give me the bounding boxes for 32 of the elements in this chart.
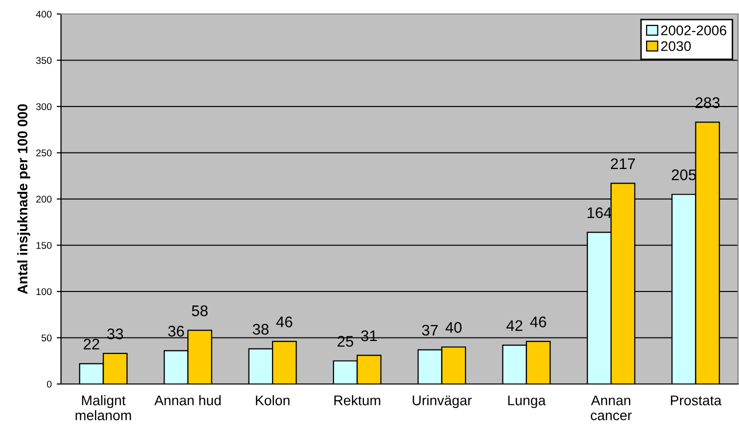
y-tick-label: 150 <box>36 242 52 249</box>
x-tick-label: Annan hud <box>154 395 221 406</box>
data-label: 36 <box>168 326 184 337</box>
x-tick-label: Kolon <box>256 395 290 406</box>
y-tick-label: 400 <box>36 10 52 18</box>
y-tick-label: 0 <box>46 380 52 388</box>
x-tick-label: Lunga <box>508 396 546 408</box>
y-tick-label: 300 <box>36 103 52 110</box>
y-tick-label: 100 <box>36 288 52 296</box>
y-tick-label: 250 <box>36 149 52 156</box>
y-tick-label: 50 <box>42 334 52 342</box>
data-label: 22 <box>84 338 100 350</box>
data-label: 40 <box>446 322 462 333</box>
data-label: 37 <box>422 324 438 336</box>
legend-label: 2030 <box>661 41 691 52</box>
y-tick-label: 350 <box>36 56 52 64</box>
data-label: 58 <box>192 305 208 316</box>
x-tick-label: Rektum <box>334 395 380 406</box>
x-tick-label: Annan cancer <box>590 396 632 420</box>
y-tick-label: 200 <box>36 196 52 203</box>
x-tick-label: Prostata <box>670 396 722 406</box>
data-label: 46 <box>530 316 546 328</box>
y-axis-title: Antal insjuknade per 100 000 <box>17 104 30 294</box>
data-label: 164 <box>588 207 612 218</box>
legend-label: 2002-2006 <box>661 25 726 36</box>
data-label: 25 <box>338 336 354 347</box>
x-tick-label: Urinvägar <box>412 395 472 408</box>
data-label: 217 <box>610 158 635 169</box>
x-tick-label: Malignt melanom <box>76 395 131 420</box>
data-label: 46 <box>276 316 292 328</box>
data-label: 42 <box>506 320 522 331</box>
data-label: 38 <box>252 324 269 335</box>
